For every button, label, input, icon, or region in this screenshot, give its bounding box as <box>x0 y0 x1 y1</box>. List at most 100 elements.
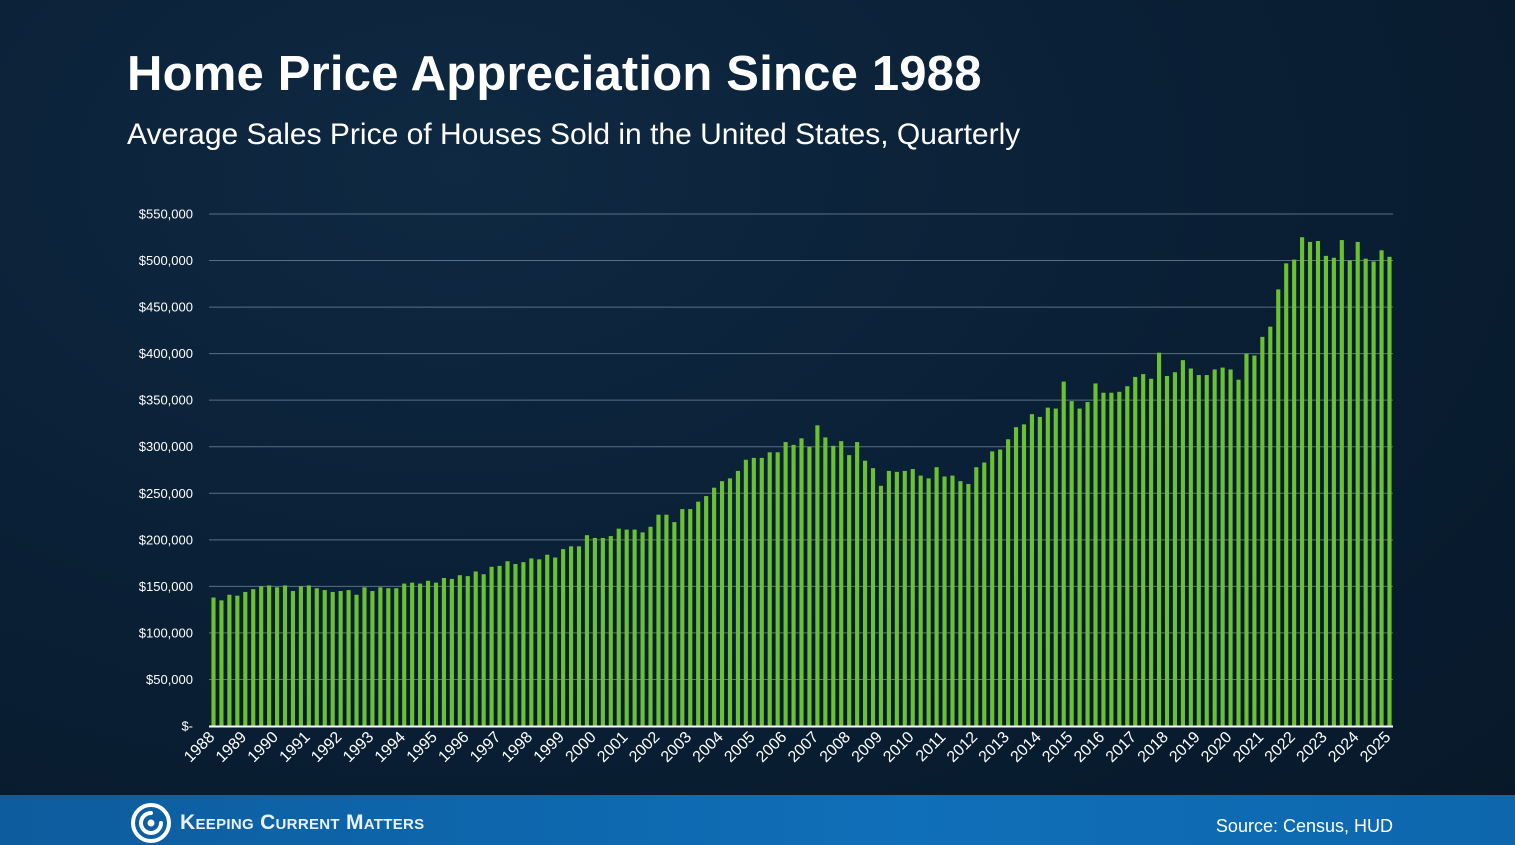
x-tick-label: 2000 <box>563 729 600 766</box>
bar <box>648 526 653 726</box>
x-tick-label: 2001 <box>594 729 631 766</box>
bar <box>1085 402 1090 726</box>
bar <box>394 588 399 726</box>
bar <box>1141 374 1146 726</box>
bar <box>473 571 478 726</box>
y-tick-label: $50,000 <box>146 672 193 687</box>
bar <box>457 575 462 726</box>
x-tick-label: 2009 <box>849 729 886 766</box>
bar <box>942 476 947 726</box>
bar <box>227 594 232 726</box>
bar <box>370 591 375 726</box>
x-tick-label: 2003 <box>658 729 695 766</box>
bar <box>1236 379 1241 726</box>
bar <box>1268 326 1273 726</box>
bar <box>1133 376 1138 726</box>
bar <box>211 597 216 726</box>
bar <box>894 471 899 726</box>
bar <box>600 537 605 726</box>
bar <box>1117 391 1122 726</box>
bar <box>1339 240 1344 726</box>
bar <box>688 509 693 726</box>
bar <box>910 469 915 726</box>
bar <box>1006 439 1011 726</box>
bar <box>934 467 939 726</box>
bar <box>505 561 510 726</box>
x-tick-label: 2010 <box>880 729 917 766</box>
bar <box>863 460 868 726</box>
footer-band: Keeping Current Matters Source: Census, … <box>0 795 1515 845</box>
bar <box>1196 375 1201 726</box>
bar <box>1260 336 1265 726</box>
bar <box>481 574 486 726</box>
bar <box>529 558 534 726</box>
x-tick-label: 2025 <box>1357 729 1394 766</box>
bar <box>1180 360 1185 726</box>
x-tick-label: 1992 <box>308 729 345 766</box>
bar <box>966 483 971 726</box>
x-tick-label: 2018 <box>1135 729 1172 766</box>
bar <box>235 595 240 726</box>
bar <box>855 442 860 726</box>
bar <box>537 559 542 726</box>
bar <box>1228 369 1233 726</box>
bar <box>664 514 669 726</box>
bar <box>354 594 359 726</box>
bar <box>1371 261 1376 726</box>
bar <box>735 470 740 726</box>
x-tick-label: 2023 <box>1294 729 1331 766</box>
x-tick-label: 1991 <box>277 729 314 766</box>
x-tick-label: 1989 <box>213 729 250 766</box>
bar <box>418 583 423 726</box>
bar <box>807 446 812 726</box>
bar <box>783 442 788 726</box>
bar <box>680 509 685 726</box>
bar <box>1109 392 1114 726</box>
bar <box>743 459 748 726</box>
bar <box>1307 241 1313 726</box>
y-tick-label: $- <box>181 719 193 734</box>
bar <box>1093 383 1098 726</box>
bar <box>616 528 621 726</box>
bar <box>1387 256 1392 726</box>
bar <box>402 583 407 726</box>
bar <box>306 585 311 726</box>
bar <box>886 470 891 726</box>
bar <box>1021 424 1027 726</box>
bar <box>1331 257 1336 726</box>
bar <box>1252 355 1257 726</box>
bar <box>998 449 1003 726</box>
x-tick-label: 2019 <box>1166 729 1203 766</box>
bar <box>346 590 351 726</box>
bar <box>545 554 550 726</box>
bar <box>592 537 597 726</box>
x-tick-label: 1993 <box>340 729 377 766</box>
bar <box>759 457 764 726</box>
bar <box>1363 258 1368 726</box>
bar <box>624 529 629 726</box>
bar <box>1300 237 1305 726</box>
y-tick-label: $100,000 <box>139 625 193 640</box>
y-tick-label: $500,000 <box>139 253 193 268</box>
x-tick-label: 1997 <box>467 729 504 766</box>
bar <box>330 591 335 726</box>
bar <box>902 470 907 726</box>
bar <box>298 586 303 726</box>
brand-logo[interactable]: Keeping Current Matters <box>130 803 424 843</box>
bar <box>243 591 248 726</box>
bar <box>831 445 836 726</box>
bar <box>1276 289 1281 726</box>
bar <box>1315 241 1321 726</box>
x-tick-label: 2011 <box>913 729 949 765</box>
bar <box>1323 255 1328 726</box>
bar <box>839 441 844 726</box>
bar <box>521 562 526 726</box>
x-tick-label: 2014 <box>1008 729 1045 766</box>
bar <box>584 535 590 726</box>
bar <box>282 585 288 726</box>
x-tick-label: 2024 <box>1325 729 1362 766</box>
bar <box>704 496 709 726</box>
bar <box>1284 263 1289 726</box>
bar <box>1013 427 1019 726</box>
bar <box>513 564 518 726</box>
